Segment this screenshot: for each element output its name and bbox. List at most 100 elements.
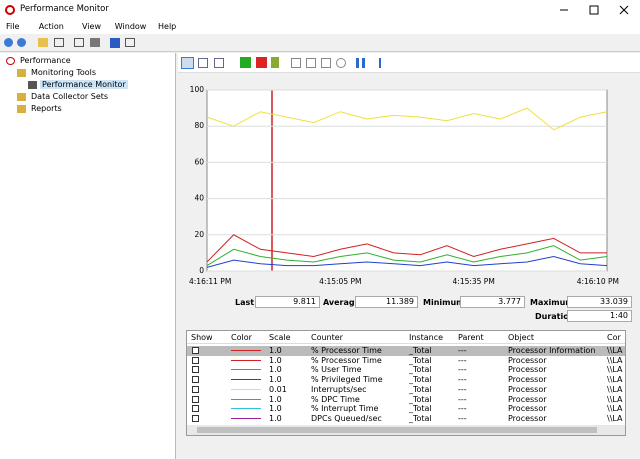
stat-value: 33.039 (567, 296, 632, 308)
tree-icon (17, 69, 26, 77)
tree-item[interactable]: Data Collector Sets (31, 92, 109, 101)
tool-icon[interactable] (54, 38, 64, 47)
column-header[interactable]: Color (231, 333, 252, 342)
highlight[interactable] (271, 57, 279, 68)
menu-item[interactable]: Action (38, 22, 64, 31)
x-tick-label: 4:15:05 PM (319, 277, 361, 286)
cell: --- (458, 384, 467, 394)
tool-icon[interactable] (214, 58, 224, 68)
line-chart: 0 20 40 60 80 100 4:16:11 PM 4:15:05 PM 4:15:35 … (189, 85, 619, 286)
checkbox[interactable] (192, 385, 199, 393)
tool-icon[interactable] (38, 38, 48, 47)
stat-value: 1:40 (567, 310, 632, 322)
window-controls[interactable] (550, 0, 640, 20)
tree-item[interactable]: Performance Monitor (40, 80, 128, 89)
cell: % DPC Time (311, 394, 360, 404)
menu-item[interactable]: View (82, 22, 101, 31)
checkbox[interactable] (192, 347, 199, 354)
cell: 1.0 (269, 394, 282, 404)
cell: \\LA (607, 394, 623, 404)
color-swatch (231, 408, 261, 410)
y-tick-label: 20 (194, 230, 204, 239)
add-counter[interactable] (240, 57, 251, 68)
checkbox[interactable] (192, 366, 199, 374)
table-row[interactable]: 1.0 % Interrupt Time _Total --- Processor \\L… (187, 404, 625, 414)
series-line (206, 234, 607, 263)
help-icon[interactable] (110, 38, 120, 48)
cell: % Processor Time (311, 346, 382, 355)
checkbox[interactable] (192, 414, 199, 422)
stat-value: 9.811 (255, 296, 320, 308)
menu-item[interactable]: File (6, 22, 20, 31)
cell: 1.0 (269, 375, 282, 385)
plot-area (206, 89, 608, 272)
stat-value: 3.777 (460, 296, 525, 308)
cell: _Total (409, 404, 432, 414)
table-row[interactable]: 1.0 % DPC Time _Total --- Processor \\LA (187, 394, 625, 405)
cell: --- (458, 404, 467, 414)
graph-toolbar (178, 53, 640, 73)
column-header[interactable]: Show (191, 333, 213, 342)
cell: DPCs Queued/sec (311, 413, 382, 423)
cell: _Total (409, 346, 432, 355)
table-row[interactable]: 1.0 % User Time _Total --- Processor \\LA (187, 365, 625, 375)
table-row[interactable]: 1.0 DPCs Queued/sec _Total --- Processor \\LA (187, 413, 625, 424)
tool-icon[interactable] (321, 58, 331, 68)
cell: Processor (508, 413, 547, 423)
stat-label: Minimum (423, 298, 465, 307)
tool-icon[interactable] (198, 58, 208, 68)
stat-value: 11.389 (355, 296, 418, 308)
tree-item[interactable]: Reports (31, 104, 62, 113)
checkbox[interactable] (192, 356, 199, 364)
y-tick-label: 100 (190, 85, 205, 94)
y-tick-label: 80 (194, 121, 204, 130)
freeze[interactable] (356, 58, 365, 68)
menu-item[interactable]: Help (158, 22, 177, 31)
cell: _Total (409, 365, 432, 375)
update[interactable] (372, 58, 381, 68)
tool-icon[interactable] (306, 58, 316, 68)
cell: \\LA (607, 365, 623, 375)
cell: \\LA (607, 355, 623, 365)
checkbox[interactable] (192, 405, 199, 413)
series-line (206, 245, 608, 266)
table-row[interactable]: 1.0 % Privileged Time _Total --- Processor \\… (187, 375, 625, 385)
table-row[interactable]: 1.0 % Processor Time _Total --- Processor In… (187, 346, 625, 356)
cell: 0.01 (269, 384, 287, 394)
checkbox[interactable] (192, 376, 199, 384)
column-header[interactable]: Object (508, 333, 535, 342)
forward-button[interactable] (17, 38, 26, 47)
tool-icon[interactable] (291, 58, 301, 68)
tree-item[interactable]: Performance (20, 56, 71, 65)
table-row[interactable]: 0.01 Interrupts/sec _Total --- Processor \\LA (187, 384, 625, 395)
cell: % User Time (311, 365, 362, 375)
table-header: Show Color Scale Counter Instance Parent Objec… (187, 331, 625, 344)
close[interactable] (619, 5, 629, 15)
tool-icon[interactable] (90, 38, 100, 47)
tool-icon[interactable] (74, 38, 84, 47)
zoom[interactable] (336, 58, 346, 68)
scroll-thumb[interactable] (197, 427, 597, 433)
back-button[interactable] (4, 38, 13, 47)
view-graph[interactable] (181, 57, 194, 69)
checkbox[interactable] (192, 395, 199, 403)
column-header[interactable]: Scale (269, 333, 291, 342)
tool-icon[interactable] (125, 38, 135, 47)
counter-table: Show Color Scale Counter Instance Parent Objec… (186, 330, 626, 436)
tree-item[interactable]: Monitoring Tools (31, 68, 97, 77)
column-header[interactable]: Instance (409, 333, 444, 342)
menu-item[interactable]: Window (114, 22, 147, 31)
y-tick-label: 0 (199, 266, 204, 275)
cell: Processor (508, 375, 547, 385)
delete-counter[interactable] (256, 57, 267, 68)
maximize[interactable] (589, 5, 599, 15)
cell: 1.0 (269, 365, 282, 375)
y-tick-label: 40 (194, 194, 204, 203)
color-swatch (231, 417, 261, 419)
title-bar: Performance Monitor (0, 0, 640, 20)
column-header[interactable]: Cor (607, 333, 621, 342)
table-row[interactable]: 1.0 % Processor Time _Total --- Processor \\L… (187, 355, 625, 366)
h-scrollbar[interactable] (187, 425, 625, 435)
column-header[interactable]: Counter (311, 333, 343, 342)
column-header[interactable]: Parent (458, 333, 484, 342)
